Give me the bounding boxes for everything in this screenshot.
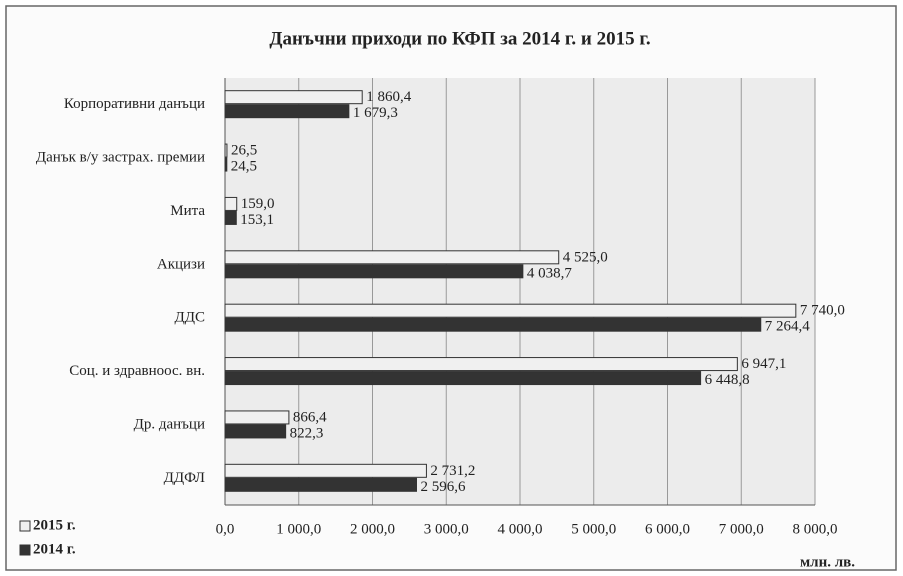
legend-swatch bbox=[19, 544, 31, 556]
x-tick-label: 3 000,0 bbox=[424, 521, 469, 537]
value-label: 7 740,0 bbox=[800, 303, 845, 319]
bar bbox=[224, 250, 560, 265]
legend-label: 2014 г. bbox=[33, 541, 76, 557]
value-label: 6 448,8 bbox=[705, 372, 750, 388]
value-label: 866,4 bbox=[293, 409, 327, 425]
x-tick-label: 7 000,0 bbox=[719, 521, 764, 537]
bar bbox=[224, 303, 797, 318]
bar bbox=[224, 157, 228, 172]
bar bbox=[224, 210, 237, 225]
value-label: 4 525,0 bbox=[563, 249, 608, 265]
legend-label: 2015 г. bbox=[33, 517, 76, 533]
y-tick-label: Корпоративни данъци bbox=[64, 96, 205, 112]
x-tick-label: 5 000,0 bbox=[571, 521, 616, 537]
value-label: 7 264,4 bbox=[765, 319, 811, 335]
y-tick-label: Акцизи bbox=[157, 256, 205, 272]
bar bbox=[224, 477, 417, 492]
bar bbox=[224, 357, 738, 372]
bar bbox=[224, 143, 228, 158]
x-tick-label: 4 000,0 bbox=[498, 521, 543, 537]
x-tick-label: 1 000,0 bbox=[276, 521, 321, 537]
value-label: 1 679,3 bbox=[353, 105, 398, 121]
value-label: 2 596,6 bbox=[420, 479, 466, 495]
x-tick-label: 6 000,0 bbox=[645, 521, 690, 537]
value-label: 4 038,7 bbox=[527, 265, 573, 281]
bar bbox=[224, 196, 238, 211]
bar bbox=[224, 90, 363, 105]
value-label: 822,3 bbox=[290, 425, 324, 441]
bar bbox=[224, 410, 290, 425]
chart-title: Данъчни приходи по КФП за 2014 г. и 2015… bbox=[269, 28, 650, 49]
value-label: 26,5 bbox=[231, 143, 257, 159]
bar bbox=[224, 104, 350, 119]
bar bbox=[224, 317, 762, 332]
value-label: 6 947,1 bbox=[741, 356, 786, 372]
x-tick-label: 0,0 bbox=[216, 521, 235, 537]
y-tick-label: ДДФЛ bbox=[164, 470, 205, 486]
value-label: 1 860,4 bbox=[366, 89, 412, 105]
y-tick-label: Данък в/у застрах. премии bbox=[36, 150, 205, 166]
y-tick-label: ДДС bbox=[175, 310, 205, 326]
value-label: 159,0 bbox=[241, 196, 275, 212]
y-tick-label: Соц. и здравноос. вн. bbox=[69, 363, 205, 379]
y-tick-label: Мита bbox=[170, 203, 205, 219]
bar bbox=[224, 371, 702, 386]
value-label: 153,1 bbox=[240, 212, 274, 228]
value-label: 24,5 bbox=[231, 159, 257, 175]
x-tick-label: 2 000,0 bbox=[350, 521, 395, 537]
legend-swatch bbox=[19, 520, 31, 532]
y-tick-label: Др. данъци bbox=[134, 416, 205, 432]
bar bbox=[224, 264, 524, 279]
x-tick-label: 8 000,0 bbox=[793, 521, 838, 537]
value-label: 2 731,2 bbox=[430, 463, 475, 479]
bar bbox=[224, 463, 427, 478]
x-axis-label: млн. лв. bbox=[800, 554, 855, 570]
bar bbox=[224, 424, 287, 439]
